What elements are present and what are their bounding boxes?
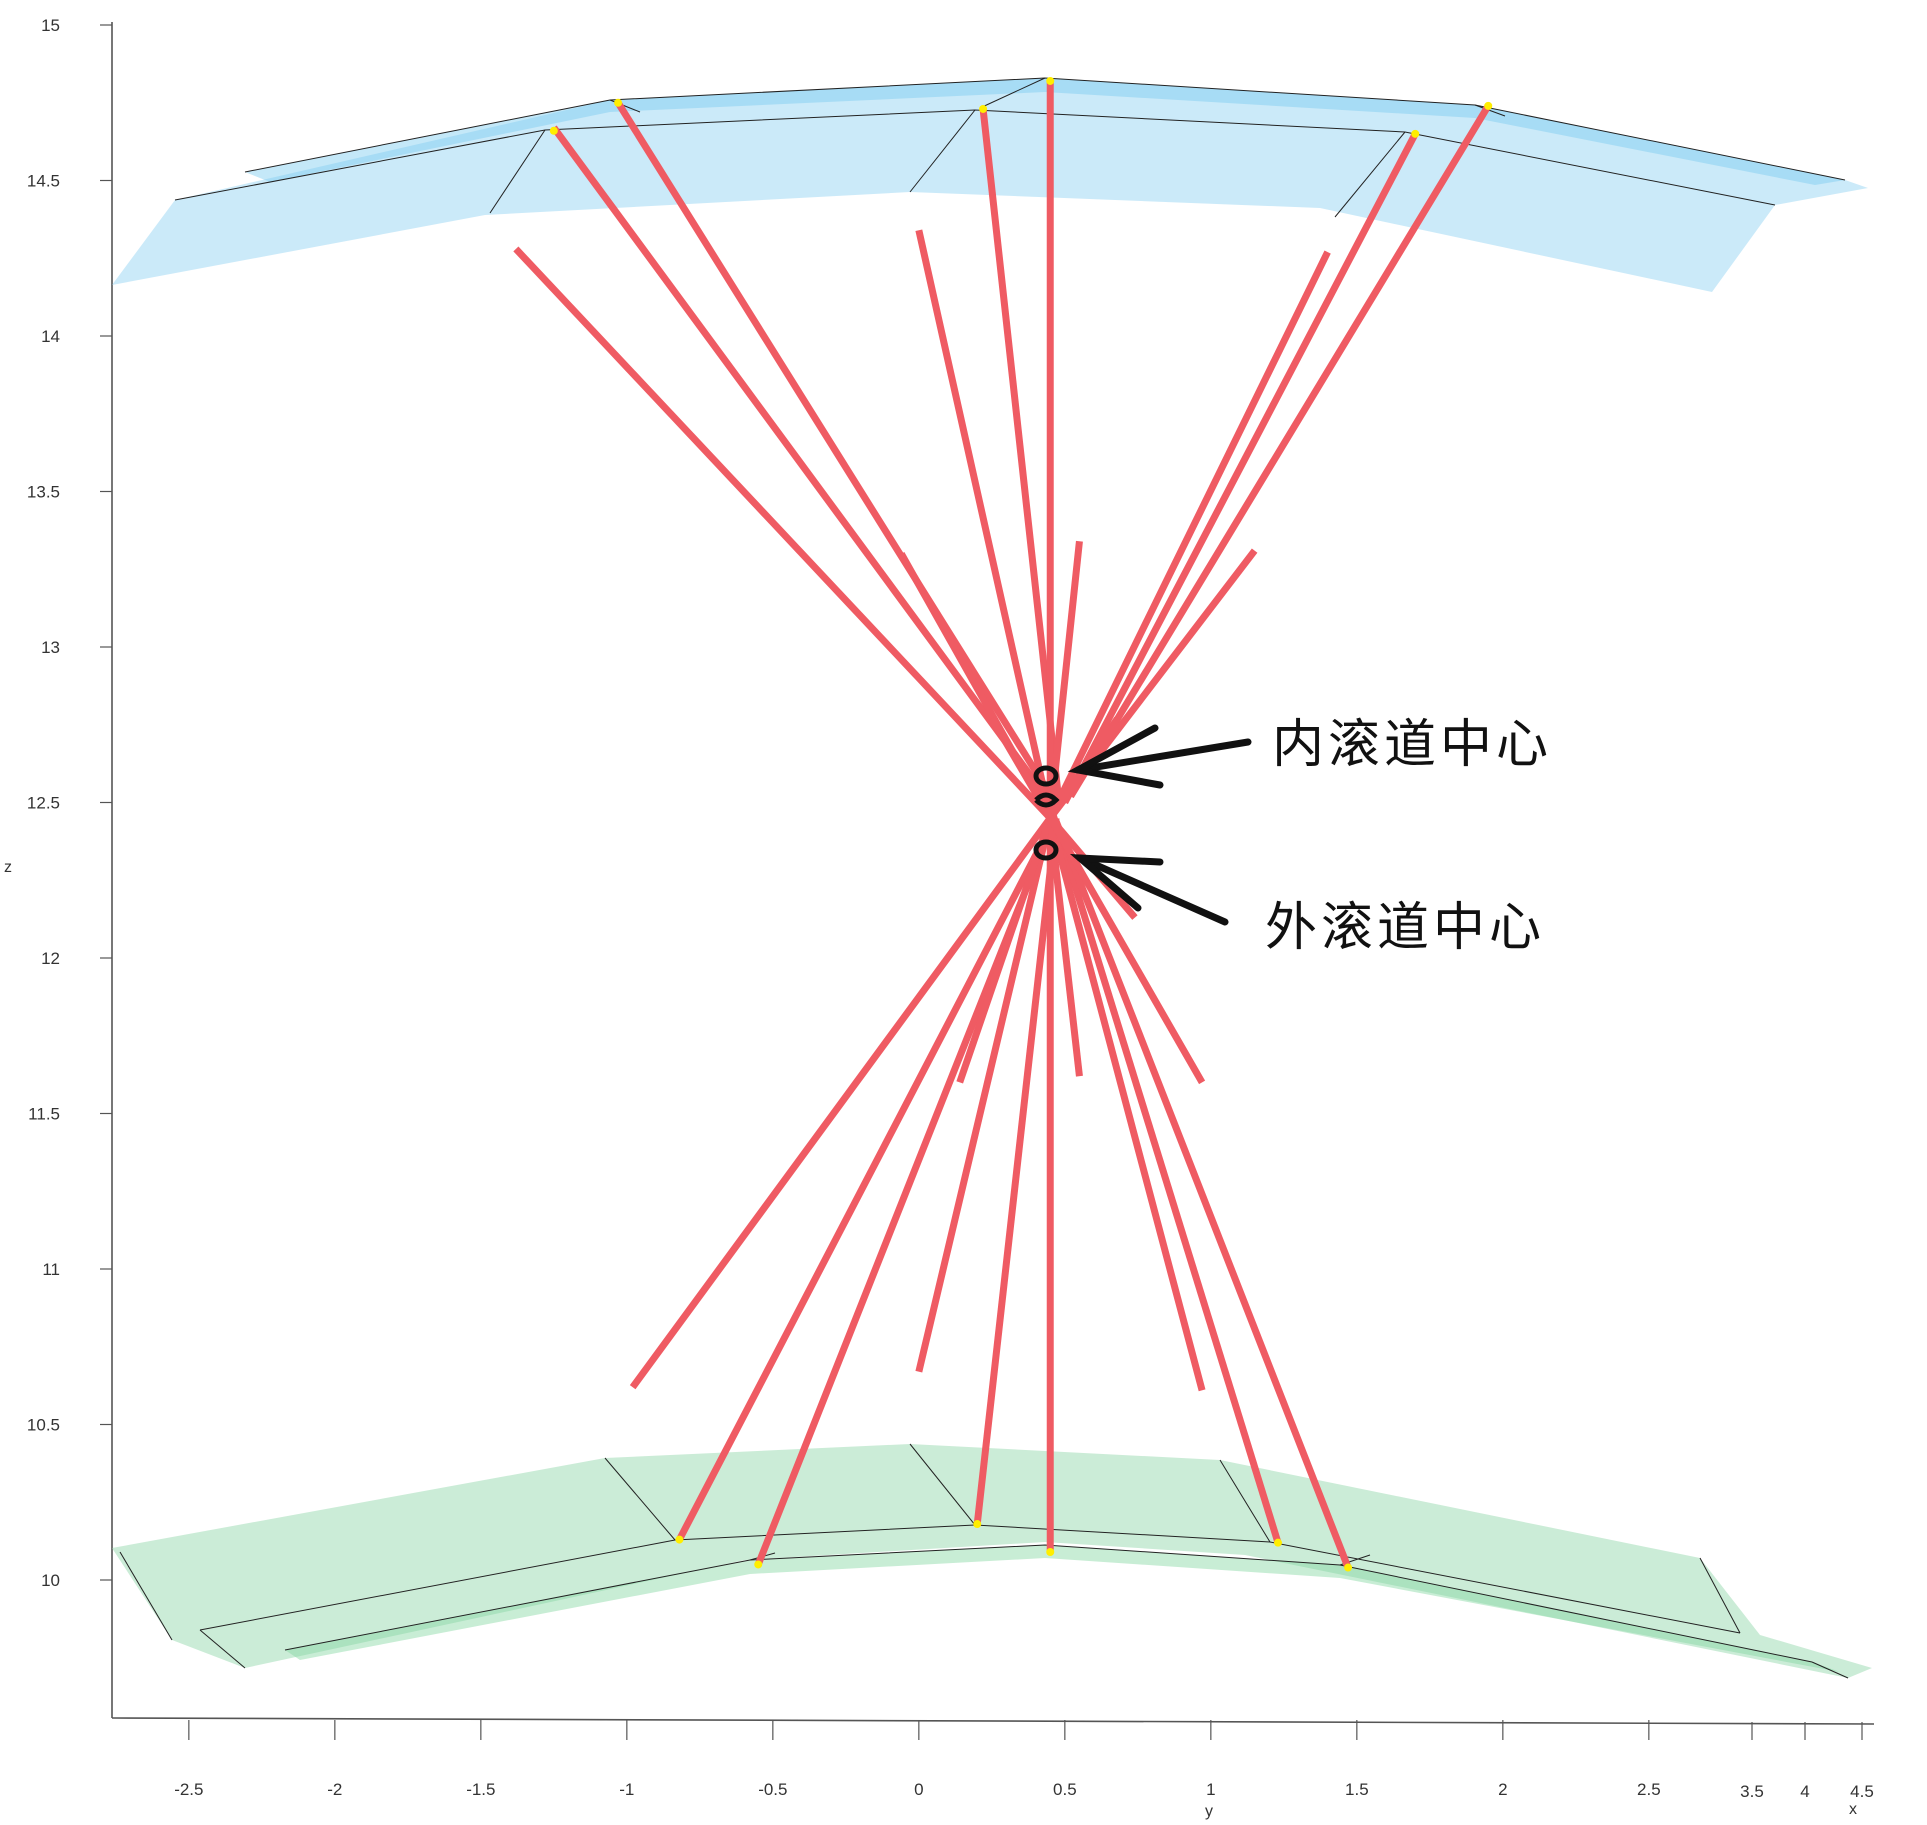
- inner-race-surface: [112, 1443, 1872, 1679]
- contact-line-4: [1061, 132, 1419, 805]
- z-tick-label: 10: [41, 1571, 60, 1590]
- y-tick-label: 2.5: [1637, 1780, 1661, 1799]
- contact-point-11: [1344, 1563, 1353, 1572]
- inner-centre-arrow-head: [1067, 724, 1164, 789]
- y-axis-line: [111, 1717, 1875, 1725]
- contact-line-10: [1049, 813, 1282, 1544]
- contact-point-7: [754, 1560, 763, 1569]
- y-tick-label: 1.5: [1345, 1780, 1369, 1799]
- outer-centre-arrow-head: [1069, 853, 1164, 912]
- contact-line-21: [915, 817, 1054, 1373]
- contact-line-20: [629, 815, 1054, 1390]
- y-tick-label: 2: [1498, 1780, 1507, 1799]
- contact-point-1: [614, 98, 623, 107]
- contact-line-0: [551, 125, 1054, 805]
- contact-points: [549, 76, 1493, 1572]
- y-tick-label: 1: [1206, 1780, 1215, 1799]
- contact-line-5: [1067, 104, 1492, 799]
- contact-point-8: [973, 1520, 982, 1529]
- contact-line-11: [1052, 819, 1352, 1569]
- inner-race-centre-marker: [1033, 765, 1059, 787]
- y-tick-label: -0.5: [758, 1780, 787, 1799]
- x-tick-label: 4: [1800, 1782, 1809, 1801]
- z-tick-label: 15: [41, 16, 60, 35]
- contact-point-5: [1484, 101, 1493, 110]
- contact-line-12: [513, 246, 1053, 821]
- outer-race-edges: [174, 77, 1846, 218]
- inner-race-band-front: [285, 1545, 1840, 1672]
- axes: [111, 22, 1875, 1725]
- contact-point-9: [1046, 1548, 1055, 1557]
- z-tick-label: 12: [41, 949, 60, 968]
- outer-race-centre-label: 外滚道中心: [1265, 898, 1545, 958]
- inner-race-band-back: [112, 1444, 1872, 1678]
- contact-point-2: [979, 104, 988, 113]
- centre-marker-mid: [1034, 792, 1060, 808]
- z-tick-label: 11: [42, 1260, 60, 1279]
- contact-line-25: [1047, 816, 1206, 1085]
- z-tick-label: 13: [41, 638, 60, 657]
- contact-line-23: [956, 816, 1054, 1084]
- outer-race-band-front: [245, 78, 1845, 185]
- contact-line-6: [676, 825, 1054, 1542]
- y-tick-label: 0.5: [1053, 1780, 1077, 1799]
- x-tick-label: 3.5: [1740, 1782, 1764, 1801]
- contact-lines: [513, 80, 1492, 1569]
- x-tick-label: 4.5: [1850, 1782, 1874, 1801]
- contact-line-8: [973, 817, 1060, 1525]
- contact-line-1: [615, 100, 1062, 811]
- inner-centre-arrow-shaft: [1074, 738, 1252, 774]
- z-tick-label: 13.5: [27, 483, 60, 502]
- contact-line-24: [1046, 817, 1083, 1077]
- z-tick-label: 14.5: [27, 172, 60, 191]
- z-tick-label: 10.5: [27, 1416, 60, 1435]
- contact-line-2: [979, 108, 1063, 803]
- y-tick-label: -1: [619, 1780, 634, 1799]
- contact-line-13: [915, 229, 1054, 819]
- z-tick-label: 12.5: [27, 794, 60, 813]
- z-tick-label: 14: [41, 327, 60, 346]
- y-tick-label: -1.5: [466, 1780, 495, 1799]
- y-tick-label: 0: [914, 1780, 923, 1799]
- y-tick-label: -2.5: [174, 1780, 203, 1799]
- race-centre-markers: [1033, 765, 1060, 861]
- x-axis-label: x: [1849, 1801, 1857, 1818]
- contact-point-6: [675, 1535, 684, 1544]
- contact-point-10: [1274, 1538, 1282, 1547]
- contact-point-3: [1046, 76, 1055, 85]
- contact-point-4: [1411, 129, 1420, 138]
- contact-line-14: [1047, 250, 1331, 820]
- annotation-arrows: [1067, 724, 1252, 926]
- outer-centre-arrow-shaft: [1076, 854, 1229, 926]
- z-tick-label: 11.5: [28, 1105, 60, 1124]
- contact-line-22: [1046, 817, 1206, 1392]
- inner-race-centre-label: 内滚道中心: [1272, 715, 1552, 775]
- y-tick-label: -2: [327, 1780, 342, 1799]
- outer-race-centre-marker: [1033, 839, 1059, 861]
- y-axis-label: y: [1205, 1803, 1213, 1820]
- z-axis-label: z: [4, 859, 12, 876]
- contact-point-0: [549, 126, 558, 135]
